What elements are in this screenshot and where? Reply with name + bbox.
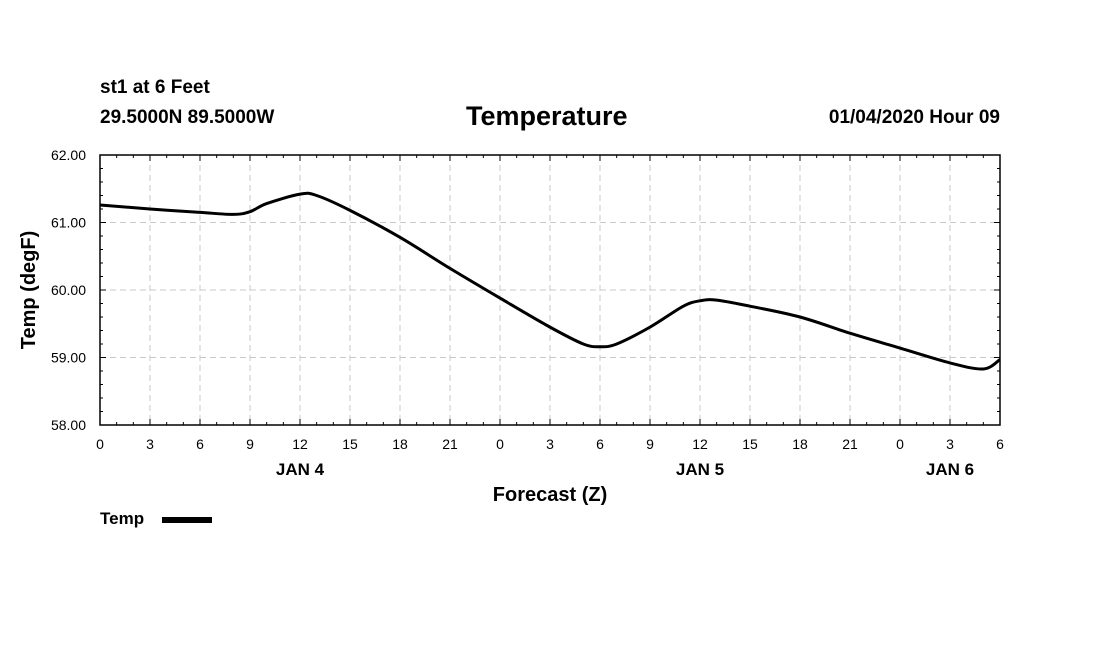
series-line-temp (99, 191, 1001, 371)
y-tick-label: 58.00 (51, 417, 86, 433)
x-tick-label: 3 (146, 436, 154, 452)
x-tick-label: 3 (546, 436, 554, 452)
x-tick-label: 6 (996, 436, 1004, 452)
x-tick-label: 18 (792, 436, 808, 452)
station-label: st1 at 6 Feet (100, 77, 210, 98)
x-tick-label: 12 (692, 436, 708, 452)
y-tick-label: 59.00 (51, 350, 86, 366)
x-tick-label: 0 (496, 436, 504, 452)
datetime-label: 01/04/2020 Hour 09 (828, 107, 1000, 128)
x-tick-label: 18 (392, 436, 408, 452)
x-tick-label: 12 (292, 436, 308, 452)
x-tick-label: 21 (442, 436, 458, 452)
x-tick-label: 6 (196, 436, 204, 452)
latlon-label: 29.5000N 89.5000W (100, 107, 275, 128)
legend-swatch (162, 517, 212, 523)
x-axis-label: Forecast (Z) (493, 484, 607, 506)
chart-title: Temperature (466, 101, 628, 131)
y-axis-label: Temp (degF) (18, 231, 40, 350)
x-tick-label: 6 (596, 436, 604, 452)
x-tick-label: 9 (646, 436, 654, 452)
x-tick-label: 15 (742, 436, 758, 452)
x-tick-label: 0 (96, 436, 104, 452)
day-label: JAN 5 (676, 460, 724, 479)
y-tick-label: 60.00 (51, 282, 86, 298)
day-label: JAN 4 (276, 460, 325, 479)
legend-label: Temp (100, 509, 145, 528)
x-tick-label: 3 (946, 436, 954, 452)
x-tick-label: 15 (342, 436, 358, 452)
y-tick-label: 62.00 (51, 147, 86, 163)
x-tick-label: 0 (896, 436, 904, 452)
day-label: JAN 6 (926, 460, 974, 479)
x-tick-label: 21 (842, 436, 858, 452)
x-tick-label: 9 (246, 436, 254, 452)
y-tick-label: 61.00 (51, 215, 86, 231)
